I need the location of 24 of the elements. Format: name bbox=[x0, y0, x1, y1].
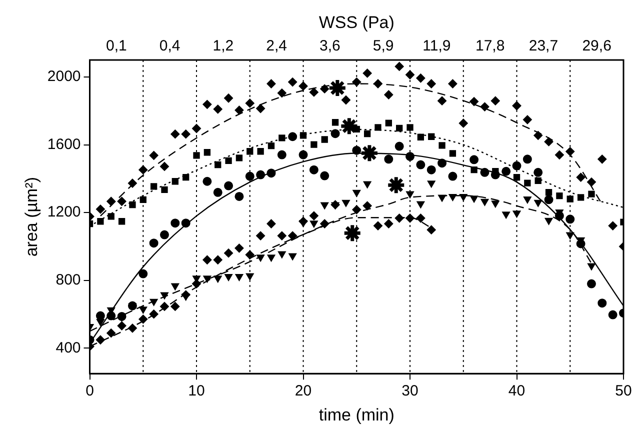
text: 29,6 bbox=[582, 38, 612, 55]
x-tick-label: 0 bbox=[86, 382, 94, 400]
x-tick-label: 40 bbox=[508, 382, 526, 400]
text: 2,4 bbox=[266, 38, 288, 55]
text: 5,9 bbox=[372, 38, 394, 55]
y-axis-title: area (µm²) bbox=[22, 176, 41, 257]
text: 1,2 bbox=[212, 38, 234, 55]
text: 3,6 bbox=[320, 38, 340, 55]
text: 23,7 bbox=[528, 38, 558, 55]
x2-axis-title: WSS (Pa) bbox=[318, 13, 394, 32]
x-tick-label: 50 bbox=[615, 382, 632, 400]
y-tick-label: 2000 bbox=[47, 68, 81, 86]
text: 11,9 bbox=[422, 38, 451, 55]
x-tick-label: 30 bbox=[402, 382, 418, 400]
x-tick-label: 10 bbox=[188, 382, 205, 400]
y-tick-label: 400 bbox=[56, 339, 81, 356]
text: 17,8 bbox=[475, 38, 505, 55]
text: 0,1 bbox=[106, 38, 127, 55]
x-tick-label: 20 bbox=[294, 382, 312, 400]
x-axis-title: time (min) bbox=[318, 405, 394, 424]
y-tick-label: 1200 bbox=[47, 204, 81, 221]
y-tick-label: 800 bbox=[56, 272, 81, 289]
y-tick-label: 1600 bbox=[47, 136, 81, 153]
text: 0,4 bbox=[159, 38, 180, 55]
